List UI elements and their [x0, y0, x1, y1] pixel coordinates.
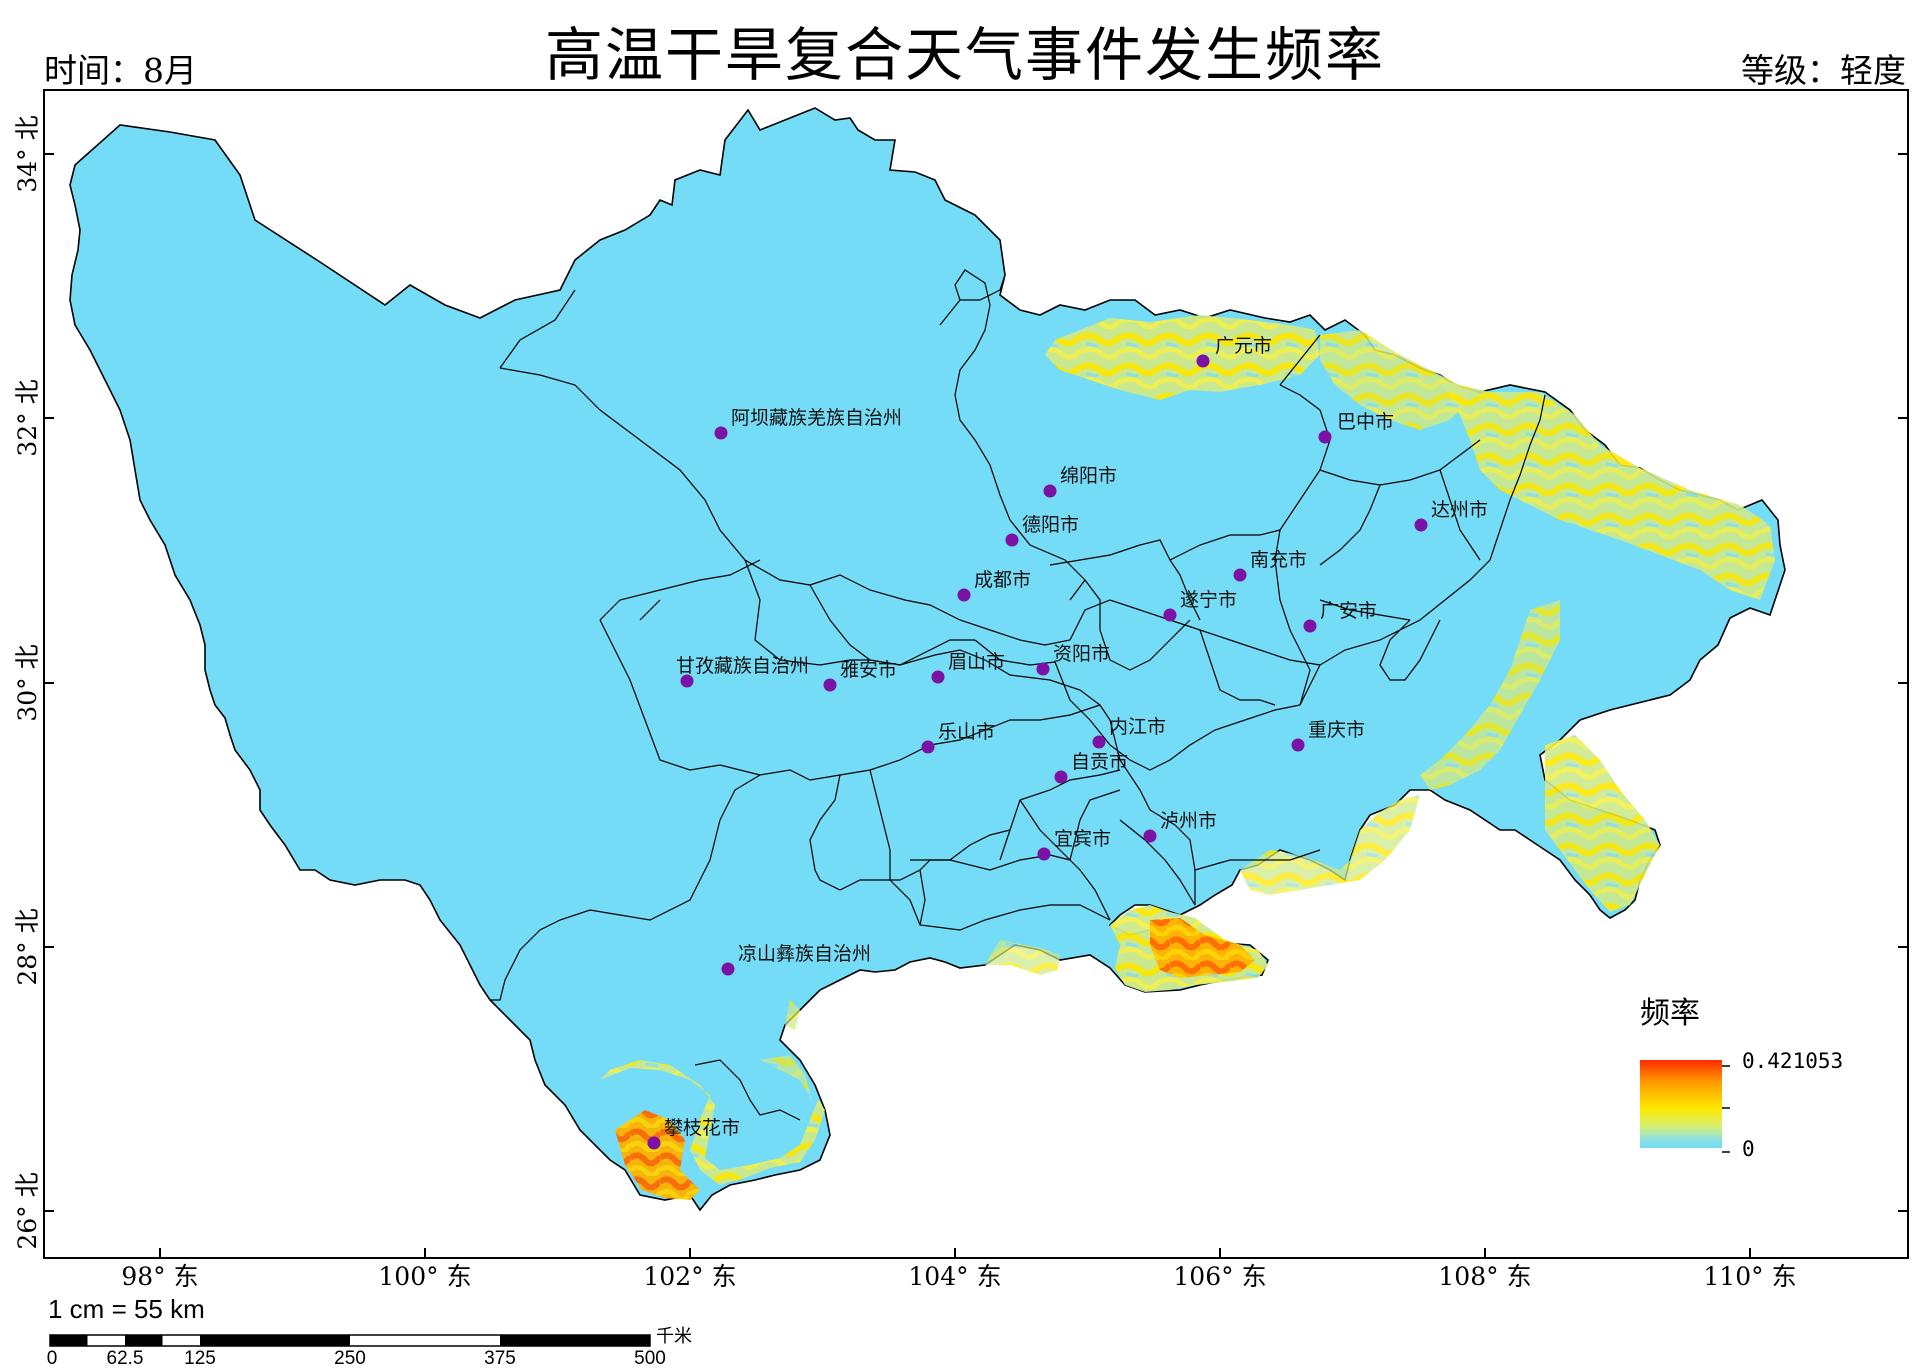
lon-label-100: 100° 东: [378, 1262, 471, 1291]
svg-text:雅安市: 雅安市: [840, 659, 897, 681]
city-mianyang: 绵阳市: [1043, 465, 1117, 498]
legend-color-ramp: [1640, 1060, 1722, 1148]
lon-label-98: 98° 东: [121, 1262, 198, 1291]
lon-label-108: 108° 东: [1438, 1262, 1531, 1291]
svg-text:眉山市: 眉山市: [948, 651, 1005, 673]
scale-tick-375: 375: [484, 1348, 516, 1369]
city-suining: 遂宁市: [1163, 589, 1237, 622]
scale-tick-0: 0: [46, 1348, 58, 1369]
city-ganzi: 甘孜藏族自治州: [676, 655, 809, 688]
svg-text:广安市: 广安市: [1320, 600, 1377, 622]
lon-label-102: 102° 东: [643, 1262, 736, 1291]
latitude-labels: 34° 北 32° 北 30° 北 28° 北 26° 北: [13, 115, 42, 1249]
svg-text:资阳市: 资阳市: [1053, 643, 1110, 665]
svg-text:甘孜藏族自治州: 甘孜藏族自治州: [676, 655, 809, 677]
lat-label-28: 28° 北: [13, 908, 42, 985]
city-meishan: 眉山市: [931, 651, 1005, 684]
city-nanchong: 南充市: [1233, 549, 1307, 582]
svg-text:阿坝藏族羌族自治州: 阿坝藏族羌族自治州: [731, 407, 902, 429]
lon-label-106: 106° 东: [1173, 1262, 1266, 1291]
lat-label-30: 30° 北: [13, 644, 42, 721]
city-liangshan: 凉山彝族自治州: [721, 943, 871, 976]
svg-text:成都市: 成都市: [974, 569, 1031, 591]
map-title: 高温干旱复合天气事件发生频率: [544, 21, 1385, 89]
legend-max-value: 0.421053: [1742, 1049, 1844, 1073]
legend-min-value: 0: [1742, 1137, 1755, 1161]
city-dazhou: 达州市: [1414, 499, 1488, 532]
lon-label-110: 110° 东: [1703, 1262, 1796, 1291]
lat-label-32: 32° 北: [13, 379, 42, 456]
city-yaan: 雅安市: [823, 659, 897, 692]
svg-text:绵阳市: 绵阳市: [1060, 465, 1117, 487]
lat-label-34: 34° 北: [13, 115, 42, 192]
scale-ratio: 1 cm = 55 km: [48, 1294, 205, 1324]
svg-text:遂宁市: 遂宁市: [1180, 589, 1237, 611]
city-guangan: 广安市: [1303, 600, 1377, 633]
city-neijiang: 内江市: [1092, 716, 1166, 749]
scale-unit: 千米: [656, 1326, 692, 1347]
svg-text:重庆市: 重庆市: [1308, 719, 1365, 741]
city-markers: 广元市 巴中市 阿坝藏族羌族自治州 绵阳市 达州市 德阳市 南充市 成都市 遂宁…: [647, 335, 1488, 1150]
legend-ticks: [1722, 1065, 1730, 1153]
svg-text:宜宾市: 宜宾市: [1054, 828, 1111, 850]
svg-text:自贡市: 自贡市: [1071, 751, 1128, 773]
svg-text:南充市: 南充市: [1250, 549, 1307, 571]
city-luzhou: 泸州市: [1143, 810, 1217, 843]
city-deyang: 德阳市: [1005, 514, 1079, 547]
scale-tick-250: 250: [334, 1348, 366, 1369]
scale-bar: [49, 1334, 651, 1347]
grade-label: 等级：轻度: [1741, 51, 1906, 90]
svg-text:攀枝花市: 攀枝花市: [664, 1117, 740, 1139]
city-guangyuan: 广元市: [1196, 335, 1272, 368]
svg-text:巴中市: 巴中市: [1337, 411, 1394, 433]
city-ziyang: 资阳市: [1036, 643, 1110, 676]
svg-text:德阳市: 德阳市: [1022, 514, 1079, 536]
city-chongqing: 重庆市: [1291, 719, 1365, 752]
svg-text:凉山彝族自治州: 凉山彝族自治州: [738, 943, 871, 965]
city-chengdu: 成都市: [957, 569, 1031, 602]
time-label: 时间：8月: [44, 51, 197, 90]
scale-tick-500: 500: [634, 1348, 666, 1369]
graticule-ticks: [44, 153, 1908, 1258]
city-leshan: 乐山市: [921, 721, 995, 754]
lat-label-26: 26° 北: [13, 1172, 42, 1249]
lon-label-104: 104° 东: [908, 1262, 1001, 1291]
svg-text:达州市: 达州市: [1431, 499, 1488, 521]
scale-tick-62: 62.5: [106, 1348, 144, 1369]
city-yibin: 宜宾市: [1037, 828, 1111, 861]
scale-tick-125: 125: [184, 1348, 216, 1369]
svg-text:乐山市: 乐山市: [938, 721, 995, 743]
city-bazhong: 巴中市: [1318, 411, 1394, 444]
svg-text:泸州市: 泸州市: [1160, 810, 1217, 832]
city-aba: 阿坝藏族羌族自治州: [714, 407, 902, 440]
map-frame: [43, 89, 1909, 1259]
svg-text:内江市: 内江市: [1109, 716, 1166, 738]
frequency-hot-zones: [600, 315, 1775, 1200]
city-panzhihua: 攀枝花市: [647, 1117, 740, 1150]
prefecture-boundaries: [490, 269, 1546, 1121]
longitude-labels: 98° 东 100° 东 102° 东 104° 东 106° 东 108° 东…: [121, 1262, 1796, 1291]
city-zigong: 自贡市: [1054, 751, 1128, 784]
legend-title: 频率: [1640, 996, 1700, 1031]
svg-text:广元市: 广元市: [1215, 335, 1272, 357]
